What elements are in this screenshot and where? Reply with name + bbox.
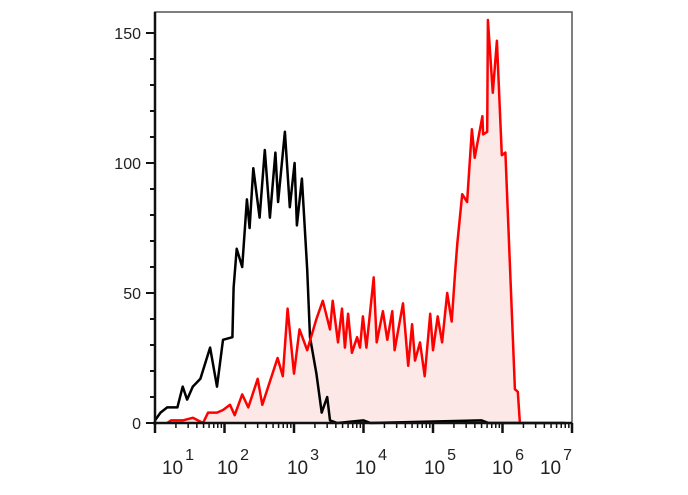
x-tick-exponent: 4 bbox=[378, 447, 387, 464]
x-tick-label: 106 bbox=[492, 447, 524, 479]
x-tick-label: 101 bbox=[162, 447, 194, 479]
x-tick-base: 10 bbox=[162, 458, 183, 479]
x-tick-exponent: 2 bbox=[240, 447, 249, 464]
x-tick-label: 105 bbox=[424, 447, 456, 479]
series-layer bbox=[153, 18, 565, 425]
series-0-line bbox=[153, 130, 565, 425]
y-tick-label: 100 bbox=[114, 156, 141, 173]
x-tick-label: 102 bbox=[217, 447, 249, 479]
x-tick-exponent: 3 bbox=[310, 447, 319, 464]
x-tick-exponent: 7 bbox=[563, 447, 572, 464]
x-tick-base: 10 bbox=[355, 458, 376, 479]
x-tick-base: 10 bbox=[287, 458, 308, 479]
y-tick-label: 0 bbox=[132, 416, 141, 433]
y-tick-label: 150 bbox=[114, 26, 141, 43]
x-tick-exponent: 5 bbox=[447, 447, 456, 464]
x-tick-base: 10 bbox=[492, 458, 513, 479]
y-tick-label: 50 bbox=[123, 286, 141, 303]
x-tick-exponent: 6 bbox=[515, 447, 524, 464]
x-tick-base: 10 bbox=[424, 458, 445, 479]
series-1-line bbox=[166, 18, 522, 425]
x-tick-exponent: 1 bbox=[185, 447, 194, 464]
x-tick-base: 10 bbox=[217, 458, 238, 479]
x-tick-label: 103 bbox=[287, 447, 319, 479]
x-tick-base: 10 bbox=[540, 458, 561, 479]
x-tick-label: 107 bbox=[540, 447, 572, 479]
x-tick-label: 104 bbox=[355, 447, 387, 479]
